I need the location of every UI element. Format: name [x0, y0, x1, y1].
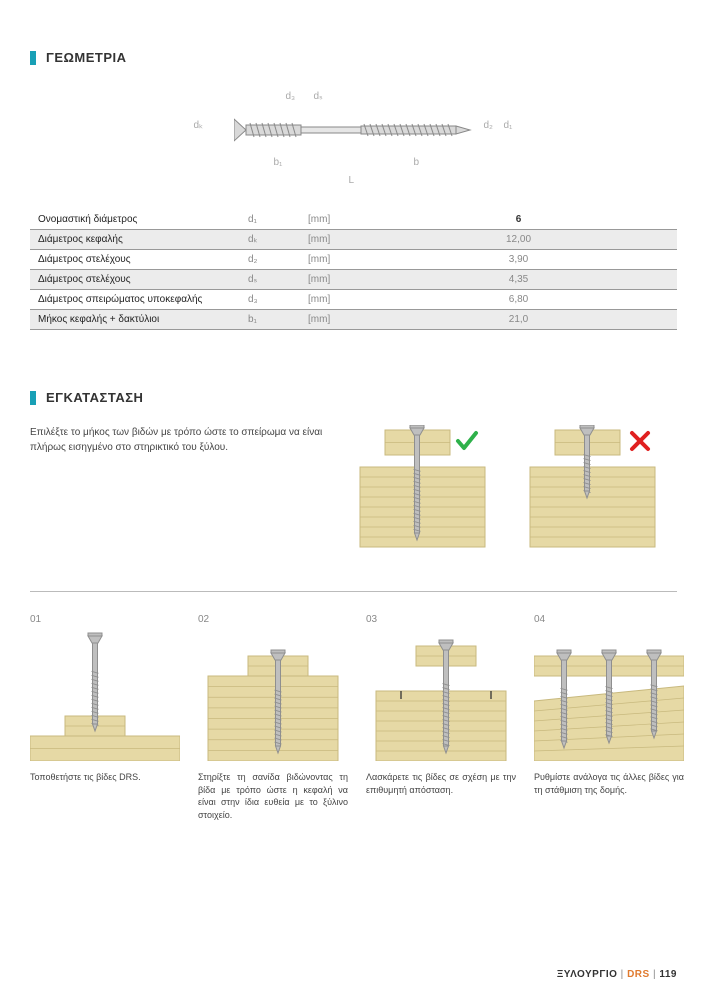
table-row: Μήκος κεφαλής + δακτύλιοιb₁[mm]21,0 — [30, 310, 677, 330]
step-caption: Τοποθετήστε τις βίδες DRS. — [30, 771, 180, 784]
step-caption: Λασκάρετε τις βίδες σε σχέση με την επιθ… — [366, 771, 516, 796]
screw-icon — [234, 115, 474, 145]
footer-page: 119 — [659, 969, 677, 980]
table-row: Διάμετρος στελέχουςd₂[mm]3,90 — [30, 250, 677, 270]
row-unit: [mm] — [300, 290, 360, 310]
label-d3: d₃ — [286, 91, 296, 102]
row-value: 12,00 — [360, 230, 677, 250]
install-section-header: ΕΓΚΑΤΑΣΤΑΣΗ — [30, 390, 677, 405]
label-L: L — [349, 175, 355, 186]
row-unit: [mm] — [300, 250, 360, 270]
row-unit: [mm] — [300, 270, 360, 290]
install-title: ΕΓΚΑΤΑΣΤΑΣΗ — [46, 390, 143, 405]
row-symbol: dₖ — [240, 230, 300, 250]
row-symbol: d₁ — [240, 210, 300, 230]
row-value: 3,90 — [360, 250, 677, 270]
row-label: Διάμετρος σπειρώματος υποκεφαλής — [30, 290, 240, 310]
row-value: 6,80 — [360, 290, 677, 310]
row-label: Μήκος κεφαλής + δακτύλιοι — [30, 310, 240, 330]
label-b: b — [414, 157, 420, 168]
screw-diagram: dₖ d₃ dₛ d₂ d₁ b₁ b L — [144, 85, 564, 195]
label-d2: d₂ — [484, 120, 493, 131]
accent-bar — [30, 51, 36, 65]
install-guide-row: Επιλέξτε το μήκος των βιδών με τρόπο ώστ… — [30, 425, 677, 561]
step-caption: Στηρίξτε τη σανίδα βιδώνοντας τη βίδα με… — [198, 771, 348, 821]
step-02: 02 Στηρίξτε τη σανίδα βιδώνοντας τη βίδα… — [198, 614, 348, 821]
step-03: 03 Λασκάρετε τις βίδες σε σχέση με την ε… — [366, 614, 516, 821]
row-value: 21,0 — [360, 310, 677, 330]
install-steps-row: 01 Τοποθετήστε τις βίδες DRS. 02 Στηρίξτ… — [30, 614, 677, 821]
row-symbol: dₛ — [240, 270, 300, 290]
geometry-title: ΓΕΩΜΕΤΡΙΑ — [46, 50, 127, 65]
step-number: 03 — [366, 614, 516, 625]
step-01: 01 Τοποθετήστε τις βίδες DRS. — [30, 614, 180, 821]
table-row: Διάμετρος σπειρώματος υποκεφαλήςd₃[mm]6,… — [30, 290, 677, 310]
page-footer: ΞΥΛΟΥΡΓΙΟ | DRS | 119 — [557, 969, 677, 980]
install-wrong-figure — [520, 425, 670, 561]
accent-bar — [30, 391, 36, 405]
row-value: 6 — [360, 210, 677, 230]
row-unit: [mm] — [300, 310, 360, 330]
row-value: 4,35 — [360, 270, 677, 290]
footer-product: DRS — [627, 969, 650, 980]
row-label: Ονομαστική διάμετρος — [30, 210, 240, 230]
footer-category: ΞΥΛΟΥΡΓΙΟ — [557, 969, 618, 980]
row-symbol: d₃ — [240, 290, 300, 310]
step-caption: Ρυθμίστε ανάλογα τις άλλες βίδες για τη … — [534, 771, 684, 796]
step-number: 02 — [198, 614, 348, 625]
geometry-section-header: ΓΕΩΜΕΤΡΙΑ — [30, 50, 677, 65]
row-label: Διάμετρος κεφαλής — [30, 230, 240, 250]
table-row: Διάμετρος κεφαλήςdₖ[mm]12,00 — [30, 230, 677, 250]
row-unit: [mm] — [300, 210, 360, 230]
label-d1: d₁ — [504, 120, 513, 131]
geometry-table: Ονομαστική διάμετροςd₁[mm]6Διάμετρος κεφ… — [30, 210, 677, 330]
footer-sep: | — [621, 969, 624, 980]
step-number: 04 — [534, 614, 684, 625]
label-b1: b₁ — [274, 157, 283, 168]
table-row: Ονομαστική διάμετροςd₁[mm]6 — [30, 210, 677, 230]
label-dk: dₖ — [194, 120, 204, 131]
install-correct-figure — [350, 425, 500, 561]
row-symbol: b₁ — [240, 310, 300, 330]
row-symbol: d₂ — [240, 250, 300, 270]
separator-line — [30, 591, 677, 592]
step-04: 04 Ρυθμίστε ανάλογα τις άλλες βίδες για … — [534, 614, 684, 821]
install-guide-text: Επιλέξτε το μήκος των βιδών με τρόπο ώστ… — [30, 425, 330, 455]
label-ds: dₛ — [314, 91, 323, 102]
footer-sep: | — [653, 969, 656, 980]
row-unit: [mm] — [300, 230, 360, 250]
row-label: Διάμετρος στελέχους — [30, 250, 240, 270]
step-number: 01 — [30, 614, 180, 625]
table-row: Διάμετρος στελέχουςdₛ[mm]4,35 — [30, 270, 677, 290]
row-label: Διάμετρος στελέχους — [30, 270, 240, 290]
